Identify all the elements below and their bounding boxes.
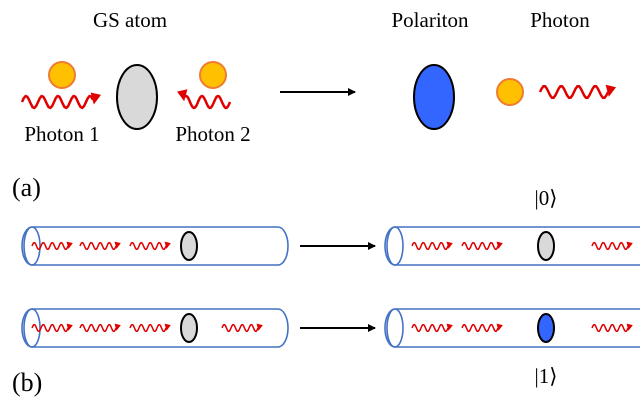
- wave-arrow: [446, 241, 453, 249]
- photon-wave: [31, 323, 69, 333]
- gs-atom: [116, 64, 158, 130]
- wave-arrow: [496, 323, 503, 331]
- wave-arrow: [626, 323, 633, 331]
- label: Photon 2: [175, 122, 250, 146]
- photon-wave: [184, 94, 232, 110]
- panel-label: (a): [12, 173, 41, 202]
- wave-arrow: [66, 323, 73, 331]
- photon-wave: [31, 241, 69, 251]
- photon-wave: [79, 323, 117, 333]
- atom: [537, 231, 555, 261]
- wave-arrow: [164, 241, 171, 249]
- photon-wave: [591, 323, 629, 333]
- tube: [384, 308, 640, 348]
- wave-arrow: [446, 323, 453, 331]
- photon-wave: [411, 323, 449, 333]
- label: GS atom: [93, 8, 167, 32]
- wave-arrow: [626, 241, 633, 249]
- photon-dot: [48, 61, 76, 89]
- photon-wave: [129, 323, 167, 333]
- photon-wave: [461, 241, 499, 251]
- photon-wave: [221, 323, 259, 333]
- wave-arrow: [496, 241, 503, 249]
- wave-arrow: [90, 92, 101, 105]
- polariton: [537, 313, 555, 343]
- label: Photon 1: [24, 122, 99, 146]
- tube: [384, 226, 640, 266]
- tube-end: [23, 308, 41, 348]
- tube: [21, 226, 289, 266]
- tube-end: [386, 308, 404, 348]
- wave-arrow: [114, 323, 121, 331]
- polariton: [413, 64, 455, 130]
- shapes: [20, 61, 640, 348]
- photon-wave: [411, 241, 449, 251]
- ket: |0⟩: [535, 186, 558, 210]
- wave-arrow: [114, 241, 121, 249]
- label: Polariton: [392, 8, 469, 32]
- tube-end: [386, 226, 404, 266]
- photon-dot: [199, 61, 227, 89]
- wave-arrow: [164, 323, 171, 331]
- photon-wave: [538, 85, 610, 99]
- photon-wave: [20, 94, 95, 110]
- tube: [21, 308, 289, 348]
- panel-label: (b): [12, 368, 42, 397]
- photon-wave: [591, 241, 629, 251]
- label: Photon: [530, 8, 590, 32]
- wave-arrow: [256, 323, 263, 331]
- ket: |1⟩: [535, 364, 558, 388]
- photon-wave: [129, 241, 167, 251]
- wave-arrow: [66, 241, 73, 249]
- atom: [180, 231, 198, 261]
- photon-dot: [496, 78, 524, 106]
- photon-wave: [79, 241, 117, 251]
- tube-end: [23, 226, 41, 266]
- atom: [180, 313, 198, 343]
- wave-arrow: [605, 84, 616, 97]
- wave-arrow: [177, 89, 188, 102]
- photon-wave: [461, 323, 499, 333]
